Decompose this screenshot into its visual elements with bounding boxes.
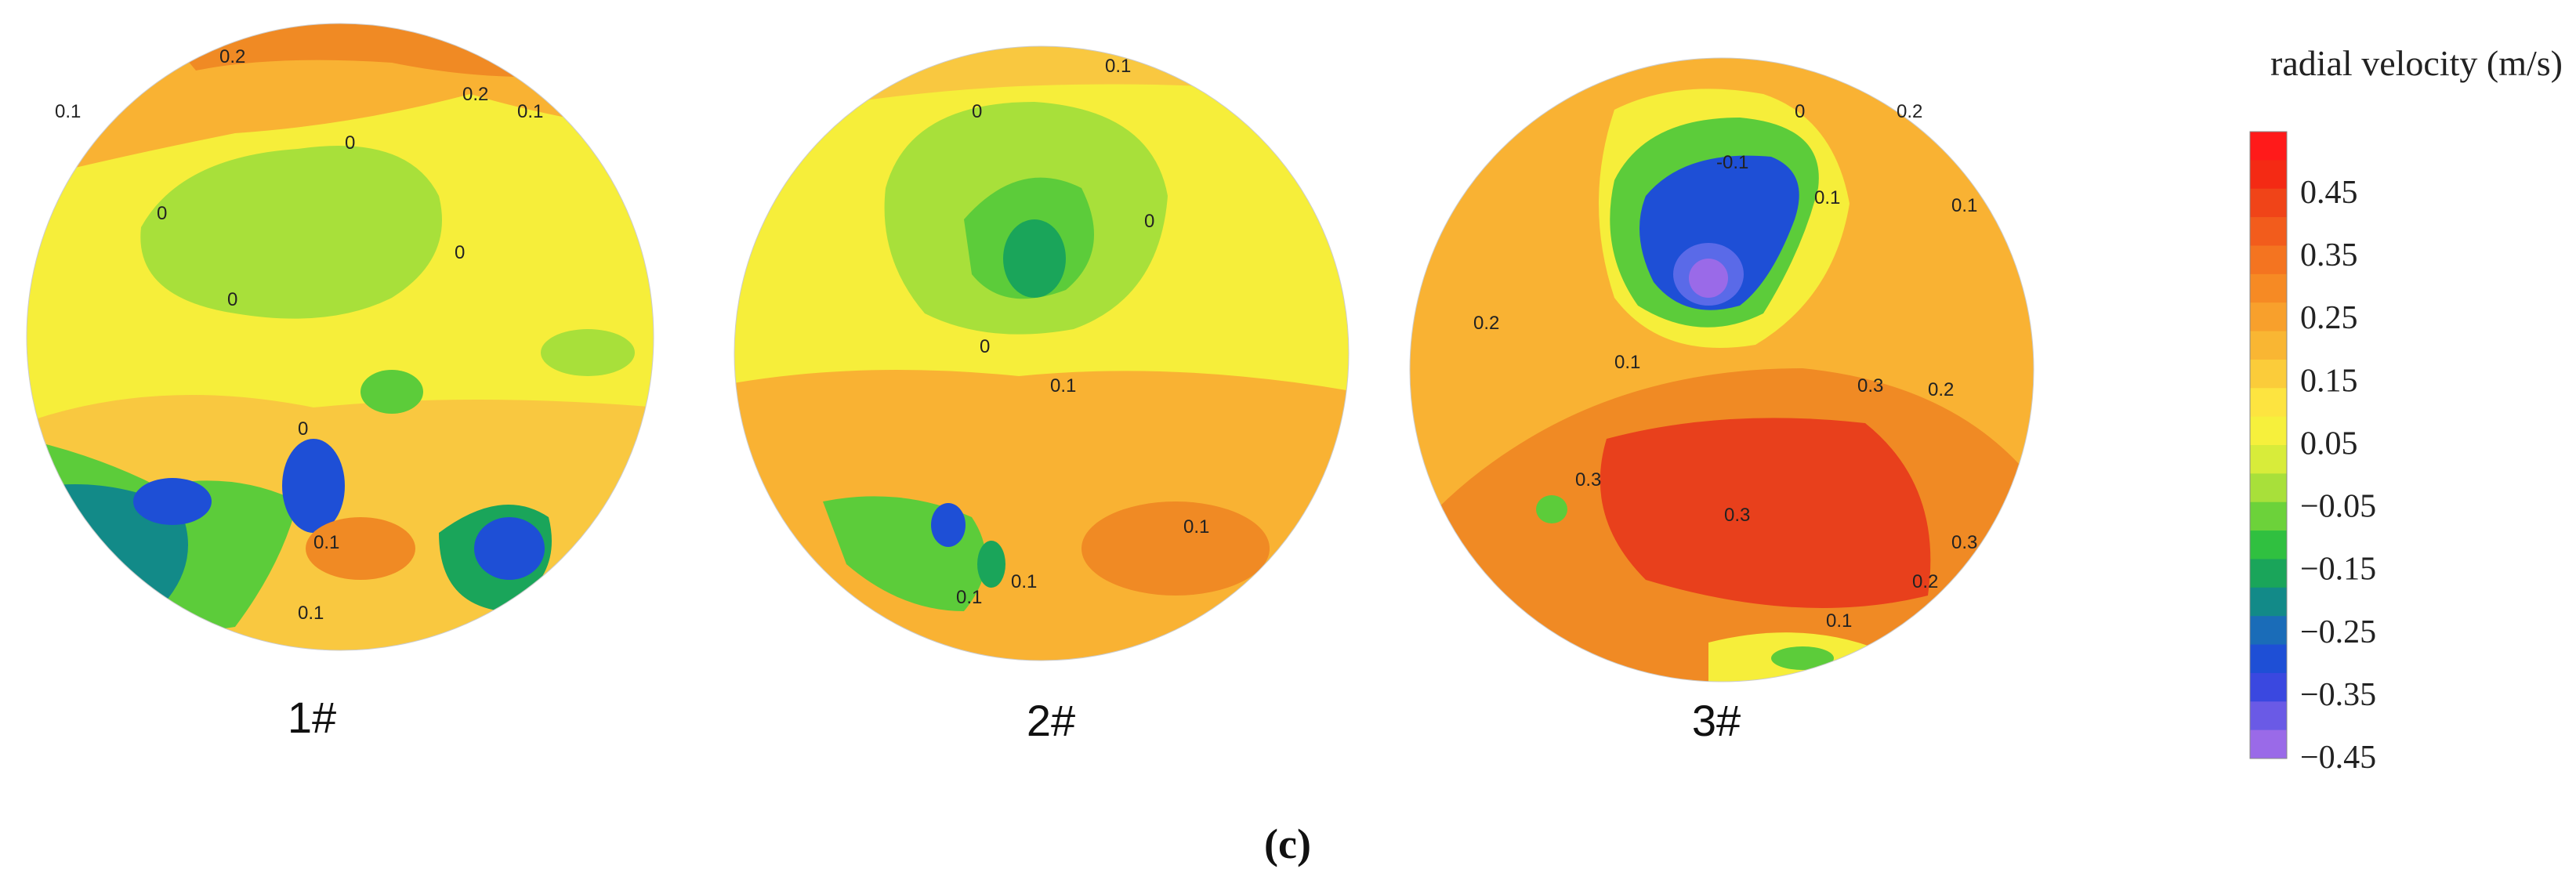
contour-label: 0.1 xyxy=(1011,571,1037,592)
colorbar-tick-label: 0.45 xyxy=(2300,175,2358,211)
colorbar-band xyxy=(2250,302,2287,332)
colorbar-band xyxy=(2250,160,2287,190)
contour-label: 0.1 xyxy=(1814,187,1840,208)
contour-label: 0.1 xyxy=(956,587,982,608)
contour-label: 0.2 xyxy=(1928,379,1954,400)
contour-label: 0.3 xyxy=(1857,375,1883,396)
contour-label: 0 xyxy=(972,101,982,122)
contour-labels: 0.2 0.2 0.1 0.1 0 0 0 0 0 0.1 0.1 0.1 0 … xyxy=(55,46,1977,632)
colorbar-tick-label: −0.25 xyxy=(2300,614,2376,650)
caption: (c) xyxy=(1264,820,1311,867)
colorbar-band xyxy=(2250,587,2287,617)
contour-label: -0.1 xyxy=(1716,152,1748,173)
panel-outline xyxy=(734,45,1350,661)
colorbar-band xyxy=(2250,473,2287,503)
colorbar-tick-label: 0.25 xyxy=(2300,300,2358,336)
colorbar-band xyxy=(2250,331,2287,360)
contour-label: 0.1 xyxy=(313,532,339,553)
contour-label: 0.3 xyxy=(1951,532,1977,553)
contour-label: 0 xyxy=(157,203,167,224)
panel-label: 2# xyxy=(1027,696,1075,745)
colorbar-band xyxy=(2250,188,2287,218)
contour-label: 0.1 xyxy=(298,603,324,624)
colorbar-band xyxy=(2250,644,2287,674)
colorbar-title: radial velocity (m/s) xyxy=(2270,43,2563,83)
colorbar-frame xyxy=(2249,131,2288,759)
contour-label: 0.2 xyxy=(1912,571,1938,592)
contour-label: 0 xyxy=(227,289,237,310)
colorbar-band xyxy=(2250,559,2287,588)
contour-label: 0.1 xyxy=(517,101,543,122)
contour-map xyxy=(1410,58,2034,682)
colorbar-band xyxy=(2250,359,2287,389)
colorbar-band xyxy=(2250,530,2287,559)
contour-label: 0.1 xyxy=(1183,516,1209,538)
contour-label: 0 xyxy=(298,418,308,440)
contour-label: 0.2 xyxy=(1473,313,1499,334)
colorbar-tick-label: −0.35 xyxy=(2300,677,2376,713)
contour-label: 0.1 xyxy=(1951,195,1977,216)
contour-label: 0 xyxy=(1144,211,1154,232)
colorbar-band xyxy=(2250,273,2287,303)
contour-label: 0 xyxy=(1795,101,1805,122)
panel-outline xyxy=(26,23,654,651)
contour-label: 0.2 xyxy=(462,84,488,105)
contour-label: 0 xyxy=(980,336,990,357)
panel-outline xyxy=(1409,57,2034,682)
contour-map xyxy=(734,46,1349,661)
colorbar-band xyxy=(2250,701,2287,731)
colorbar-tick-label: 0.05 xyxy=(2300,425,2358,462)
colorbar-tick-label: −0.45 xyxy=(2300,740,2376,776)
contour-label: 0.2 xyxy=(219,46,245,67)
contour-label: 0.3 xyxy=(1575,469,1601,491)
contour-label: 0 xyxy=(345,132,355,154)
panel-label: 3# xyxy=(1692,696,1741,745)
colorbar-ticks: 0.45 0.35 0.25 0.15 0.05 −0.05 −0.15 −0.25 −0.35… xyxy=(2300,175,2376,776)
colorbar-band xyxy=(2250,445,2287,474)
colorbar xyxy=(2249,131,2288,759)
colorbar-band xyxy=(2250,730,2287,759)
panel-label: 1# xyxy=(288,693,336,742)
colorbar-band xyxy=(2250,672,2287,702)
contour-label: 0 xyxy=(455,242,465,263)
colorbar-band xyxy=(2250,245,2287,275)
colorbar-band xyxy=(2250,217,2287,246)
contour-label: 0.1 xyxy=(1614,352,1640,373)
colorbar-tick-label: −0.15 xyxy=(2300,552,2376,588)
contour-label: 0.1 xyxy=(55,101,81,122)
colorbar-band xyxy=(2250,416,2287,446)
colorbar-tick-label: 0.35 xyxy=(2300,237,2358,273)
colorbar-band xyxy=(2250,388,2287,418)
contour-label: 0.1 xyxy=(1826,610,1852,632)
colorbar-tick-label: 0.15 xyxy=(2300,363,2358,399)
contour-map xyxy=(27,24,654,650)
colorbar-band xyxy=(2250,501,2287,531)
contour-label: 0.3 xyxy=(1724,505,1750,526)
colorbar-band xyxy=(2250,616,2287,646)
colorbar-band xyxy=(2250,132,2287,161)
colorbar-tick-label: −0.05 xyxy=(2300,489,2376,525)
contour-label: 0.2 xyxy=(1897,101,1922,122)
contour-label: 0.1 xyxy=(1105,56,1131,77)
contour-label: 0.1 xyxy=(1050,375,1076,396)
